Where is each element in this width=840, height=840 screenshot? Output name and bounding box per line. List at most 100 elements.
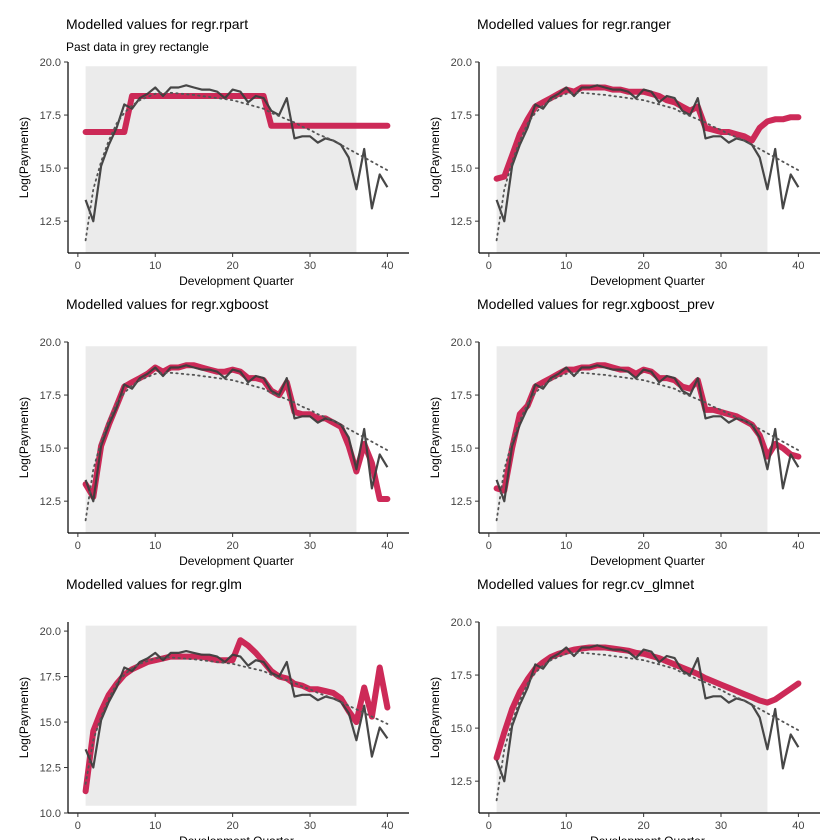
x-tick-label: 0 (75, 260, 81, 272)
y-tick-label: 15.0 (451, 723, 472, 735)
y-tick-label: 12.5 (40, 763, 61, 775)
past-data-rect (496, 66, 768, 253)
past-data-rect (496, 626, 768, 813)
y-tick-label: 20.0 (451, 617, 472, 629)
trend-series-line (495, 91, 800, 242)
x-tick-label: 20 (638, 260, 650, 272)
x-tick-label: 30 (304, 260, 316, 272)
x-tick-label: 20 (638, 540, 650, 552)
x-axis-title: Development Quarter (590, 274, 705, 288)
chart-panel-ranger: Modelled values for regr.ranger 12.5 15.0… (411, 0, 822, 288)
past-data-rect (85, 346, 357, 533)
chart-plot-glm: 10.0 12.5 15.0 17.5 20.0 0 10 20 30 40 Development… (17, 622, 409, 840)
x-tick-label: 30 (715, 260, 727, 272)
y-tick-label: 20.0 (40, 337, 61, 349)
x-tick-label: 30 (304, 540, 316, 552)
y-axis-title: Log(Payments) (17, 677, 31, 758)
trend-series-line (84, 656, 389, 785)
y-axis-title: Log(Payments) (17, 397, 31, 478)
chart-panel-rpart: Modelled values for regr.rpart Past data… (0, 0, 411, 288)
y-tick-label: 17.5 (451, 390, 472, 402)
trend-series-line (84, 371, 389, 522)
x-tick-label: 0 (486, 540, 492, 552)
past-data-rect (85, 625, 357, 806)
x-tick-label: 20 (227, 820, 239, 832)
x-tick-label: 0 (75, 820, 81, 832)
trend-series-line (495, 651, 800, 802)
chart-plot-xgboost-prev: 12.5 15.0 17.5 20.0 0 10 20 30 40 Development Qua… (428, 337, 820, 568)
x-tick-label: 20 (638, 820, 650, 832)
x-axis-title: Development Quarter (179, 834, 294, 840)
trend-series-line (495, 371, 800, 522)
chart-title: Modelled values for regr.ranger (477, 16, 671, 32)
x-tick-label: 30 (715, 540, 727, 552)
x-tick-label: 40 (381, 260, 393, 272)
y-axis-title: Log(Payments) (17, 117, 31, 198)
y-tick-label: 17.5 (40, 390, 61, 402)
x-tick-label: 40 (381, 820, 393, 832)
chart-title: Modelled values for regr.cv_glmnet (477, 576, 695, 592)
chart-title: Modelled values for regr.xgboost (66, 296, 269, 312)
x-tick-label: 20 (227, 260, 239, 272)
x-tick-label: 0 (486, 820, 492, 832)
x-tick-label: 40 (792, 820, 804, 832)
y-tick-label: 15.0 (40, 443, 61, 455)
x-tick-label: 10 (560, 260, 572, 272)
x-axis-title: Development Quarter (590, 554, 705, 568)
x-tick-label: 10 (560, 540, 572, 552)
y-tick-label: 17.5 (40, 110, 61, 122)
chart-panel-xgboost-prev: Modelled values for regr.xgboost_prev 12… (411, 280, 822, 568)
y-tick-label: 17.5 (40, 672, 61, 684)
x-tick-label: 0 (75, 540, 81, 552)
x-tick-label: 10 (149, 260, 161, 272)
y-axis-title: Log(Payments) (428, 397, 442, 478)
y-tick-label: 12.5 (451, 776, 472, 788)
y-tick-label: 17.5 (451, 670, 472, 682)
chart-title: Modelled values for regr.xgboost_prev (477, 296, 715, 312)
fitted-series-line (493, 644, 802, 761)
fitted-series-line (82, 93, 391, 135)
y-tick-label: 20.0 (451, 57, 472, 69)
past-data-rect (496, 346, 768, 533)
y-tick-label: 20.0 (40, 57, 61, 69)
chart-panel-cv-glmnet: Modelled values for regr.cv_glmnet 12.5 1… (411, 560, 822, 840)
chart-panel-glm: Modelled values for regr.glm 10.0 12.5 15.… (0, 560, 411, 840)
x-tick-label: 40 (792, 540, 804, 552)
chart-panel-xgboost: Modelled values for regr.xgboost 12.5 15.… (0, 280, 411, 568)
y-tick-label: 20.0 (40, 626, 61, 638)
x-axis-title: Development Quarter (179, 274, 294, 288)
y-tick-label: 10.0 (40, 808, 61, 820)
y-axis-title: Log(Payments) (428, 677, 442, 758)
y-tick-label: 12.5 (40, 496, 61, 508)
y-tick-label: 17.5 (451, 110, 472, 122)
chart-subtitle: Past data in grey rectangle (66, 40, 209, 54)
chart-plot-rpart: 12.5 15.0 17.5 20.0 0 10 20 30 40 Development Qua… (17, 57, 409, 288)
x-tick-label: 40 (381, 540, 393, 552)
y-tick-label: 12.5 (40, 216, 61, 228)
x-tick-label: 10 (560, 820, 572, 832)
y-tick-label: 15.0 (451, 163, 472, 175)
y-tick-label: 15.0 (40, 717, 61, 729)
x-tick-label: 10 (149, 820, 161, 832)
x-tick-label: 40 (792, 260, 804, 272)
chart-plot-cv-glmnet: 12.5 15.0 17.5 20.0 0 10 20 30 40 Development Qua… (428, 617, 820, 840)
x-tick-label: 30 (715, 820, 727, 832)
y-tick-label: 15.0 (451, 443, 472, 455)
x-tick-label: 20 (227, 540, 239, 552)
x-tick-label: 10 (149, 540, 161, 552)
chart-title: Modelled values for regr.glm (66, 576, 242, 592)
chart-title: Modelled values for regr.rpart (66, 16, 249, 32)
trend-series-line (84, 91, 389, 242)
y-tick-label: 20.0 (451, 337, 472, 349)
x-tick-label: 0 (486, 260, 492, 272)
x-axis-title: Development Quarter (179, 554, 294, 568)
x-tick-label: 30 (304, 820, 316, 832)
y-axis-title: Log(Payments) (428, 117, 442, 198)
fitted-series-line (493, 84, 802, 182)
x-axis-title: Development Quarter (590, 834, 705, 840)
chart-plot-xgboost: 12.5 15.0 17.5 20.0 0 10 20 30 40 Development Qua… (17, 337, 409, 568)
y-tick-label: 12.5 (451, 216, 472, 228)
y-tick-label: 15.0 (40, 163, 61, 175)
chart-plot-ranger: 12.5 15.0 17.5 20.0 0 10 20 30 40 Development Qua… (428, 57, 820, 288)
y-tick-label: 12.5 (451, 496, 472, 508)
